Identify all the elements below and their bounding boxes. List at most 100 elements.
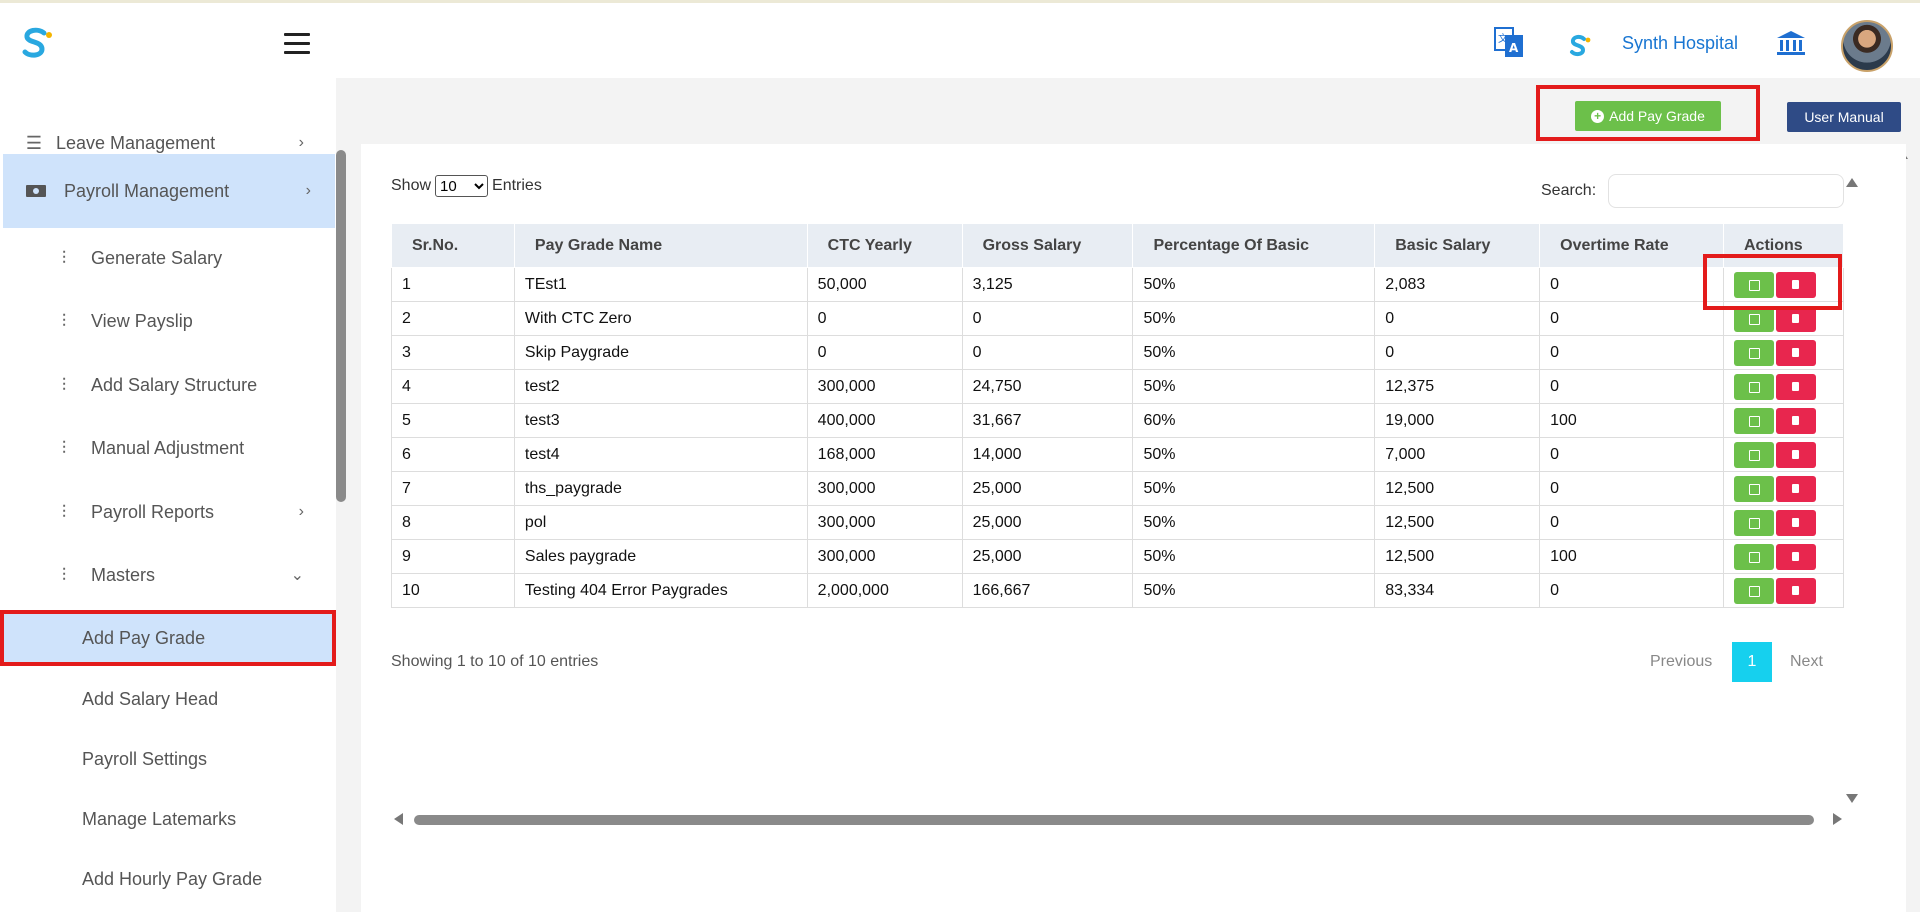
delete-button[interactable] <box>1776 509 1816 536</box>
edit-button[interactable] <box>1734 441 1774 468</box>
table-cell: 400,000 <box>806 403 963 438</box>
column-header[interactable]: Sr.No. <box>391 223 515 268</box>
column-header[interactable]: Gross Salary <box>961 223 1134 268</box>
bank-icon[interactable] <box>1776 30 1806 56</box>
table-cell: test4 <box>513 437 808 472</box>
sidebar-item-add-pay-grade[interactable]: Add Pay Grade <box>0 610 336 666</box>
sidebar-item-manual-adjustment[interactable]: ⫶ Manual Adjustment <box>0 423 332 473</box>
table-cell: 31,667 <box>961 403 1134 438</box>
sidebar-item-label: Add Hourly Pay Grade <box>82 868 263 889</box>
table-cell: 5 <box>391 403 515 438</box>
table-scroll-down-icon[interactable] <box>1846 794 1858 803</box>
add-pay-grade-button[interactable]: + Add Pay Grade <box>1575 101 1721 131</box>
scroll-right-icon[interactable] <box>1833 813 1842 825</box>
table-cell: 3,125 <box>961 267 1134 302</box>
hospital-name[interactable]: Synth Hospital <box>1622 33 1739 53</box>
add-pay-grade-label: Add Pay Grade <box>1609 108 1705 124</box>
horizontal-scrollbar[interactable] <box>394 811 1842 827</box>
table-cell: 2,000,000 <box>806 573 963 608</box>
sidebar-item-manage-latemarks[interactable]: Manage Latemarks <box>0 794 332 844</box>
sidebar-item-label: View Payslip <box>91 310 193 331</box>
delete-button[interactable] <box>1776 475 1816 502</box>
edit-button[interactable] <box>1734 271 1774 298</box>
delete-button[interactable] <box>1776 543 1816 570</box>
money-icon <box>26 185 46 197</box>
sidebar-item-add-salary-head[interactable]: Add Salary Head <box>0 674 332 724</box>
table-cell: 12,500 <box>1374 471 1541 506</box>
sidebar-scrollbar[interactable] <box>336 150 346 502</box>
entries-select[interactable]: 10 <box>435 175 489 197</box>
column-header[interactable]: CTC Yearly <box>806 223 963 268</box>
table-cell: Sales paygrade <box>513 539 808 574</box>
delete-button[interactable] <box>1776 373 1816 400</box>
edit-button[interactable] <box>1734 543 1774 570</box>
table-cell: 2 <box>391 301 515 336</box>
sliders-icon: ⫶ <box>61 375 67 395</box>
sliders-icon: ⫶ <box>61 565 67 585</box>
sidebar-item-label: Payroll Management <box>64 180 230 201</box>
chevron-right-icon: › <box>298 134 304 151</box>
delete-button[interactable] <box>1776 407 1816 434</box>
menu-icon[interactable] <box>284 33 310 55</box>
column-header[interactable]: Pay Grade Name <box>513 223 808 268</box>
table-cell: 12,500 <box>1374 505 1541 540</box>
sidebar-item-payroll-management[interactable]: Payroll Management › <box>3 154 335 228</box>
sidebar-item-leave-management[interactable]: ☰ Leave Management › <box>0 118 332 168</box>
table-cell: 100 <box>1539 539 1724 574</box>
table-cell: 0 <box>961 301 1134 336</box>
next-page-button[interactable]: Next <box>1790 653 1823 670</box>
table-cell: 50% <box>1132 437 1376 472</box>
actions-cell <box>1723 437 1844 472</box>
plus-circle-icon: + <box>1591 109 1605 123</box>
sidebar-item-payroll-settings[interactable]: Payroll Settings <box>0 734 332 784</box>
sidebar-item-add-hourly-pay-grade[interactable]: Add Hourly Pay Grade <box>0 854 332 904</box>
user-manual-button[interactable]: User Manual <box>1787 102 1901 132</box>
sidebar-item-payroll-reports[interactable]: ⫶ Payroll Reports › <box>0 487 332 537</box>
previous-page-button[interactable]: Previous <box>1650 653 1713 670</box>
edit-button[interactable] <box>1734 577 1774 604</box>
column-header[interactable]: Percentage Of Basic <box>1132 223 1376 268</box>
delete-button[interactable] <box>1776 339 1816 366</box>
edit-button[interactable] <box>1734 407 1774 434</box>
table-cell: 0 <box>1374 335 1541 370</box>
delete-button[interactable] <box>1776 441 1816 468</box>
table-row: 10 Testing 404 Error Paygrades 2,000,000… <box>391 573 1844 608</box>
delete-button[interactable] <box>1776 577 1816 604</box>
scrollbar-thumb[interactable] <box>414 815 1814 825</box>
edit-button[interactable] <box>1734 339 1774 366</box>
sidebar-item-label: Manual Adjustment <box>91 437 245 458</box>
edit-button[interactable] <box>1734 509 1774 536</box>
table-cell: TEst1 <box>513 267 808 302</box>
actions-cell <box>1723 301 1844 336</box>
table-cell: 300,000 <box>806 505 963 540</box>
edit-button[interactable] <box>1734 373 1774 400</box>
scroll-left-icon[interactable] <box>394 813 403 825</box>
table-cell: 0 <box>1539 437 1724 472</box>
table-cell: 50% <box>1132 369 1376 404</box>
table-cell: 50% <box>1132 301 1376 336</box>
table-cell: 83,334 <box>1374 573 1541 608</box>
sidebar-item-generate-salary[interactable]: ⫶ Generate Salary <box>0 233 332 283</box>
column-header[interactable]: Basic Salary <box>1374 223 1541 268</box>
edit-button[interactable] <box>1734 475 1774 502</box>
delete-button[interactable] <box>1776 271 1816 298</box>
table-cell: 0 <box>1539 573 1724 608</box>
sidebar-item-view-payslip[interactable]: ⫶ View Payslip <box>0 296 332 346</box>
sidebar-item-masters[interactable]: ⫶ Masters ⌄ <box>0 550 332 600</box>
table-cell: 300,000 <box>806 539 963 574</box>
sidebar-item-add-salary-structure[interactable]: ⫶ Add Salary Structure <box>0 360 332 410</box>
table-cell: 12,375 <box>1374 369 1541 404</box>
table-cell: 0 <box>806 301 963 336</box>
delete-button[interactable] <box>1776 305 1816 332</box>
column-header[interactable]: Overtime Rate <box>1539 223 1724 268</box>
page-1-button[interactable]: 1 <box>1732 642 1772 682</box>
table-scroll-up-icon[interactable] <box>1846 178 1858 187</box>
table-cell: 0 <box>1539 505 1724 540</box>
logo-icon[interactable] <box>18 25 54 61</box>
table-cell: 300,000 <box>806 471 963 506</box>
search-input[interactable] <box>1608 174 1844 208</box>
translate-icon[interactable]: 文 A <box>1493 25 1525 59</box>
avatar[interactable] <box>1841 20 1893 72</box>
table-cell: test3 <box>513 403 808 438</box>
edit-button[interactable] <box>1734 305 1774 332</box>
